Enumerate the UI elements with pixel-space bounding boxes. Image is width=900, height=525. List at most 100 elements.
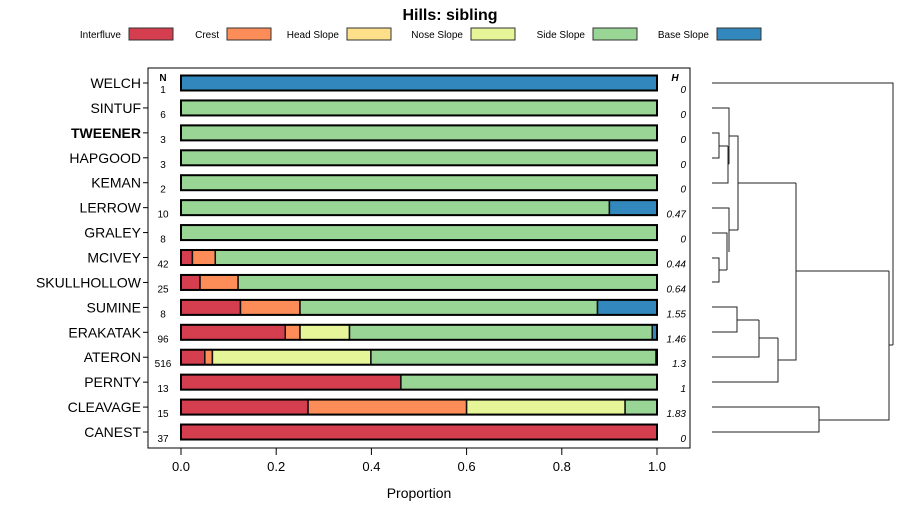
x-tick-label: 0.2 bbox=[267, 459, 285, 474]
bar-segment-side-slope bbox=[624, 398, 658, 416]
bar-segment-side-slope bbox=[370, 348, 657, 366]
bar-segment-crest bbox=[307, 398, 468, 416]
row-label: LERROW bbox=[80, 200, 142, 216]
n-value: 42 bbox=[157, 260, 169, 271]
bar-segment-side-slope bbox=[348, 324, 653, 341]
x-tick-label: 1.0 bbox=[648, 459, 666, 474]
n-value: 516 bbox=[155, 359, 172, 370]
n-value: 10 bbox=[157, 210, 169, 221]
n-value: 96 bbox=[157, 334, 169, 345]
h-value: 0 bbox=[680, 235, 686, 246]
bar-segment-interfluve bbox=[180, 348, 206, 366]
bar-row: CLEAVAGE 15 1.83 bbox=[68, 398, 687, 420]
bar-outline bbox=[180, 249, 658, 267]
row-label: SKULLHOLLOW bbox=[36, 274, 142, 290]
row-label: GRALEY bbox=[84, 225, 141, 241]
bar-row: SKULLHOLLOW 25 0.64 bbox=[36, 273, 687, 295]
bar-segment-nose-slope bbox=[465, 398, 626, 416]
n-value: 3 bbox=[160, 160, 166, 171]
bar-row: GRALEY 8 0 bbox=[84, 224, 686, 246]
row-label: TWEENER bbox=[71, 125, 141, 141]
h-value: 1.3 bbox=[672, 359, 686, 370]
bar-segment-interfluve bbox=[180, 373, 402, 391]
row-label: SUMINE bbox=[87, 299, 141, 315]
bar-outline bbox=[180, 224, 658, 242]
h-value: 1.46 bbox=[667, 334, 687, 345]
row-label: CLEAVAGE bbox=[68, 399, 141, 415]
n-value: 37 bbox=[157, 434, 169, 445]
bar-segment-side-slope bbox=[180, 149, 658, 167]
bar-row: CANEST 37 0 bbox=[84, 423, 686, 445]
bar-segment-side-slope bbox=[400, 373, 658, 391]
n-value: 3 bbox=[160, 135, 166, 146]
row-label: CANEST bbox=[84, 424, 141, 440]
h-value: 0.64 bbox=[667, 284, 687, 295]
legend-swatch bbox=[470, 27, 516, 41]
bar-segment-side-slope bbox=[237, 274, 658, 291]
bar-segment-nose-slope bbox=[211, 348, 372, 366]
dendrogram-branch bbox=[712, 82, 894, 345]
bar-segment-side-slope bbox=[299, 299, 599, 316]
bar-outline bbox=[180, 74, 658, 92]
bar-row: KEMAN 2 0 bbox=[91, 174, 686, 196]
x-tick-label: 0.6 bbox=[458, 459, 476, 474]
bar-outline bbox=[180, 423, 658, 441]
bar-segment-interfluve bbox=[180, 423, 658, 441]
n-value: 8 bbox=[160, 309, 166, 320]
bar-outline bbox=[180, 373, 658, 391]
legend-label: Head Slope bbox=[287, 30, 340, 41]
legend-swatch bbox=[346, 27, 392, 41]
h-value: 1 bbox=[680, 384, 686, 395]
n-value: 1 bbox=[160, 85, 166, 96]
h-value: 0 bbox=[680, 110, 686, 121]
legend-label: Base Slope bbox=[658, 30, 710, 41]
chart-title: Hills: sibling bbox=[402, 7, 497, 24]
row-label: ERAKATAK bbox=[68, 324, 141, 340]
bar-outline bbox=[180, 298, 658, 316]
legend-label: Crest bbox=[195, 30, 219, 41]
x-tick-label: 0.0 bbox=[172, 459, 190, 474]
bar-row: MCIVEY 42 0.44 bbox=[87, 249, 686, 271]
h-value: 1.83 bbox=[667, 409, 687, 420]
bar-row: SINTUF 6 0 bbox=[90, 99, 686, 121]
dendrogram bbox=[712, 82, 894, 433]
bar-segment-crest bbox=[204, 348, 214, 366]
row-label: PERNTY bbox=[84, 374, 141, 390]
dendrogram-branch bbox=[712, 270, 893, 433]
bar-segment-side-slope bbox=[180, 99, 658, 117]
x-axis-label: Proportion bbox=[387, 485, 452, 501]
n-header: N bbox=[159, 73, 166, 84]
bar-segment-base-slope bbox=[180, 74, 658, 92]
bar-outline bbox=[180, 124, 658, 142]
bar-segment-crest bbox=[239, 299, 301, 316]
bar-outline bbox=[180, 398, 658, 416]
bar-outline bbox=[180, 199, 658, 217]
bar-segment-base-slope bbox=[608, 199, 658, 216]
row-label: SINTUF bbox=[90, 100, 141, 116]
bar-outline bbox=[180, 99, 658, 117]
n-value: 15 bbox=[157, 409, 169, 420]
row-label: ATERON bbox=[84, 349, 141, 365]
legend-label: Interfluve bbox=[80, 30, 122, 41]
bar-segment-side-slope bbox=[180, 174, 658, 191]
bar-row: SUMINE 8 1.55 bbox=[87, 298, 686, 320]
bar-segment-side-slope bbox=[214, 249, 658, 266]
dendrogram-branch bbox=[712, 107, 796, 283]
n-value: 2 bbox=[160, 185, 166, 196]
bar-segment-nose-slope bbox=[299, 324, 351, 341]
bar-segment-crest bbox=[191, 249, 217, 266]
bar-row: WELCH 1 0 bbox=[90, 74, 686, 96]
x-tick-label: 0.4 bbox=[362, 459, 380, 474]
bar-row: PERNTY 13 1 bbox=[84, 373, 686, 395]
row-label: KEMAN bbox=[91, 175, 141, 191]
bar-segment-interfluve bbox=[180, 249, 194, 266]
bar-outline bbox=[180, 323, 658, 341]
bar-row: ERAKATAK 96 1.46 bbox=[68, 323, 687, 345]
legend: Interfluve Crest Head Slope Nose Slope Side … bbox=[80, 27, 762, 41]
h-value: 0 bbox=[680, 85, 686, 96]
bar-outline bbox=[180, 174, 658, 192]
dendrogram-branch bbox=[712, 183, 797, 383]
h-value: 0 bbox=[680, 135, 686, 146]
h-value: 0 bbox=[680, 185, 686, 196]
